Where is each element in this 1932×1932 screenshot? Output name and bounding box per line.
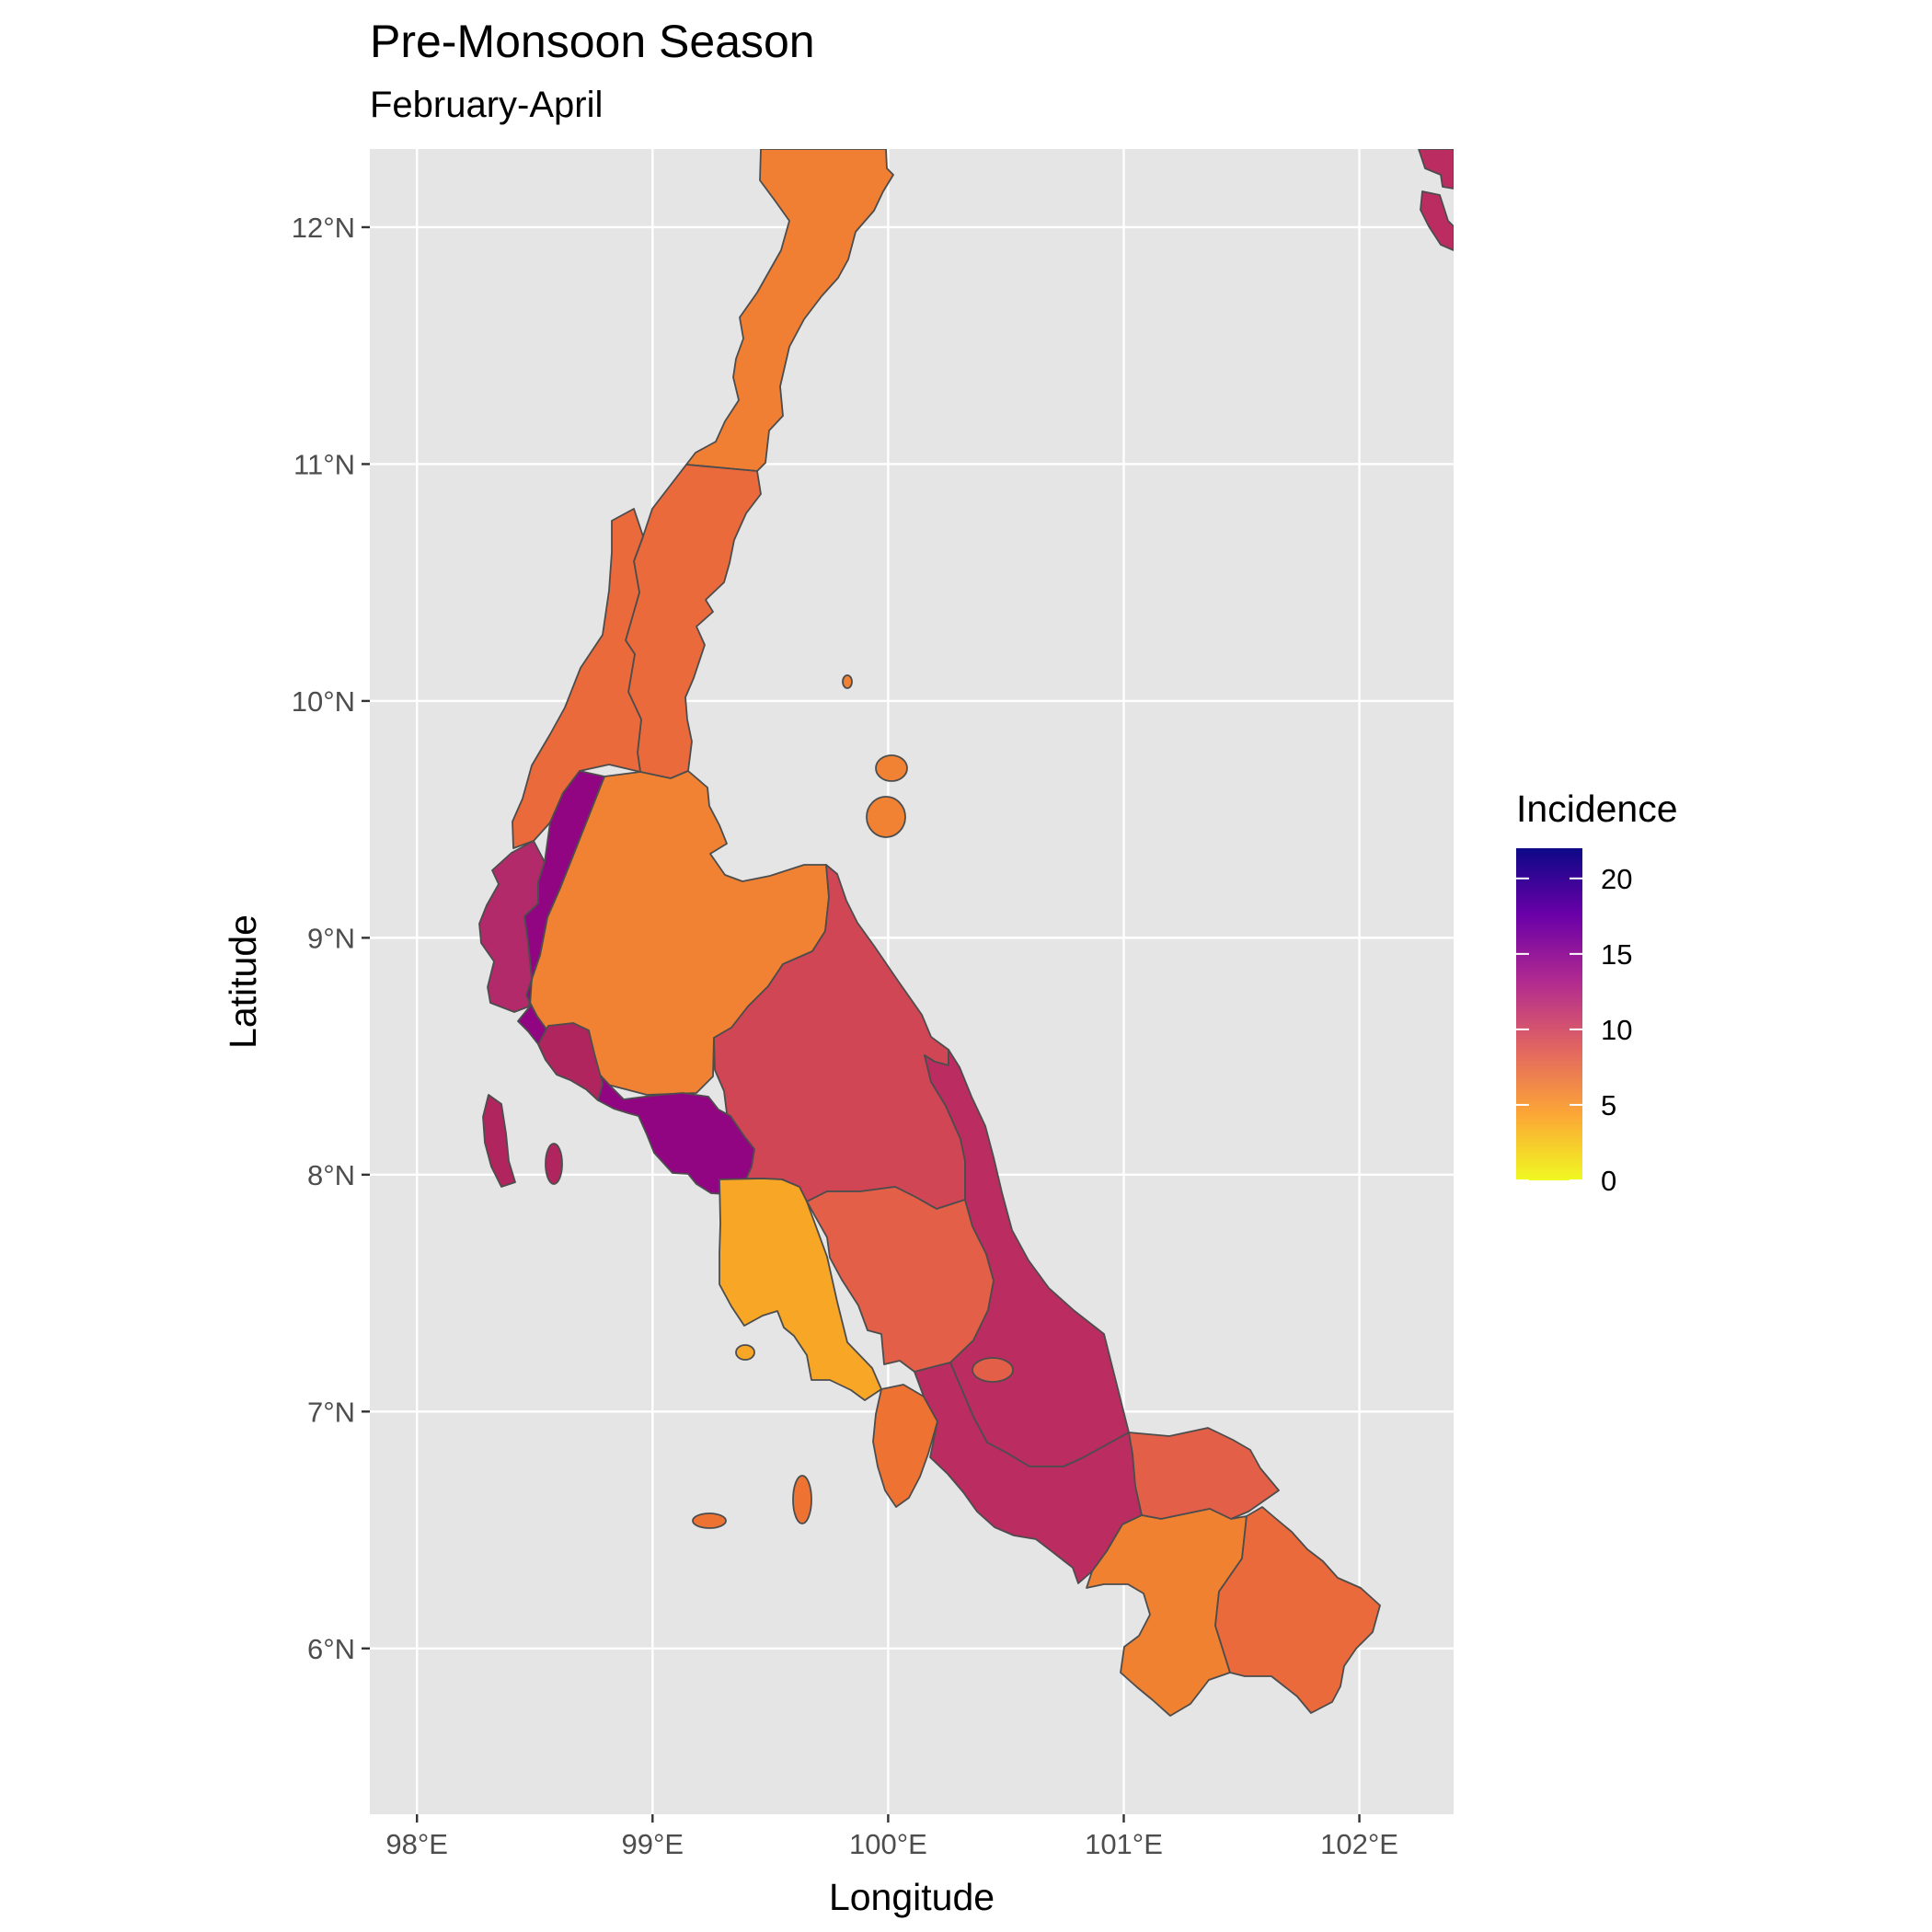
legend-ticks: 0 5 10 15 20 [1516, 863, 1632, 1197]
island-region [972, 1357, 1014, 1383]
province-region [1214, 1506, 1381, 1714]
legend: Incidence 0 5 10 15 20 [1516, 788, 1678, 1197]
province-region [482, 1094, 516, 1188]
province-layer [478, 149, 1454, 1717]
island-region [875, 754, 908, 782]
province-region [537, 1022, 604, 1101]
y-axis: 6°N 7°N 8°N 9°N 10°N 11°N 12°N [292, 212, 370, 1665]
legend-tick-label: 20 [1601, 863, 1632, 895]
x-tick-label: 98°E [385, 1828, 448, 1860]
island-region [866, 796, 906, 838]
x-axis: 98°E 99°E 100°E 101°E 102°E [385, 1814, 1398, 1860]
x-tick-label: 99°E [622, 1828, 684, 1860]
legend-tick-label: 15 [1601, 938, 1632, 971]
x-tick-label: 102°E [1320, 1828, 1398, 1860]
province-region [685, 149, 894, 472]
legend-colorbar [1516, 848, 1582, 1180]
y-tick-label: 7°N [307, 1396, 355, 1428]
x-axis-title: Longitude [829, 1876, 995, 1918]
x-tick-label: 101°E [1085, 1828, 1163, 1860]
y-tick-label: 10°N [292, 685, 355, 718]
province-region [1128, 1427, 1280, 1520]
y-tick-label: 8°N [307, 1159, 355, 1191]
chart-title: Pre-Monsoon Season [370, 16, 815, 67]
y-tick-label: 9°N [307, 922, 355, 954]
legend-tick-label: 0 [1601, 1165, 1616, 1197]
island-region [792, 1475, 812, 1524]
legend-title: Incidence [1516, 788, 1678, 830]
island-region [692, 1512, 727, 1529]
y-tick-label: 6°N [307, 1633, 355, 1665]
y-axis-title: Latitude [222, 914, 264, 1049]
island-region [545, 1143, 563, 1185]
chart-subtitle: February-April [370, 85, 603, 125]
province-region [1086, 1508, 1248, 1717]
legend-tick-label: 5 [1601, 1089, 1616, 1121]
x-tick-label: 100°E [849, 1828, 927, 1860]
island-region [735, 1344, 755, 1361]
province-region [1418, 149, 1454, 251]
y-tick-label: 11°N [293, 448, 355, 480]
island-region [842, 674, 853, 689]
legend-tick-label: 10 [1601, 1014, 1632, 1046]
y-tick-label: 12°N [292, 212, 355, 244]
